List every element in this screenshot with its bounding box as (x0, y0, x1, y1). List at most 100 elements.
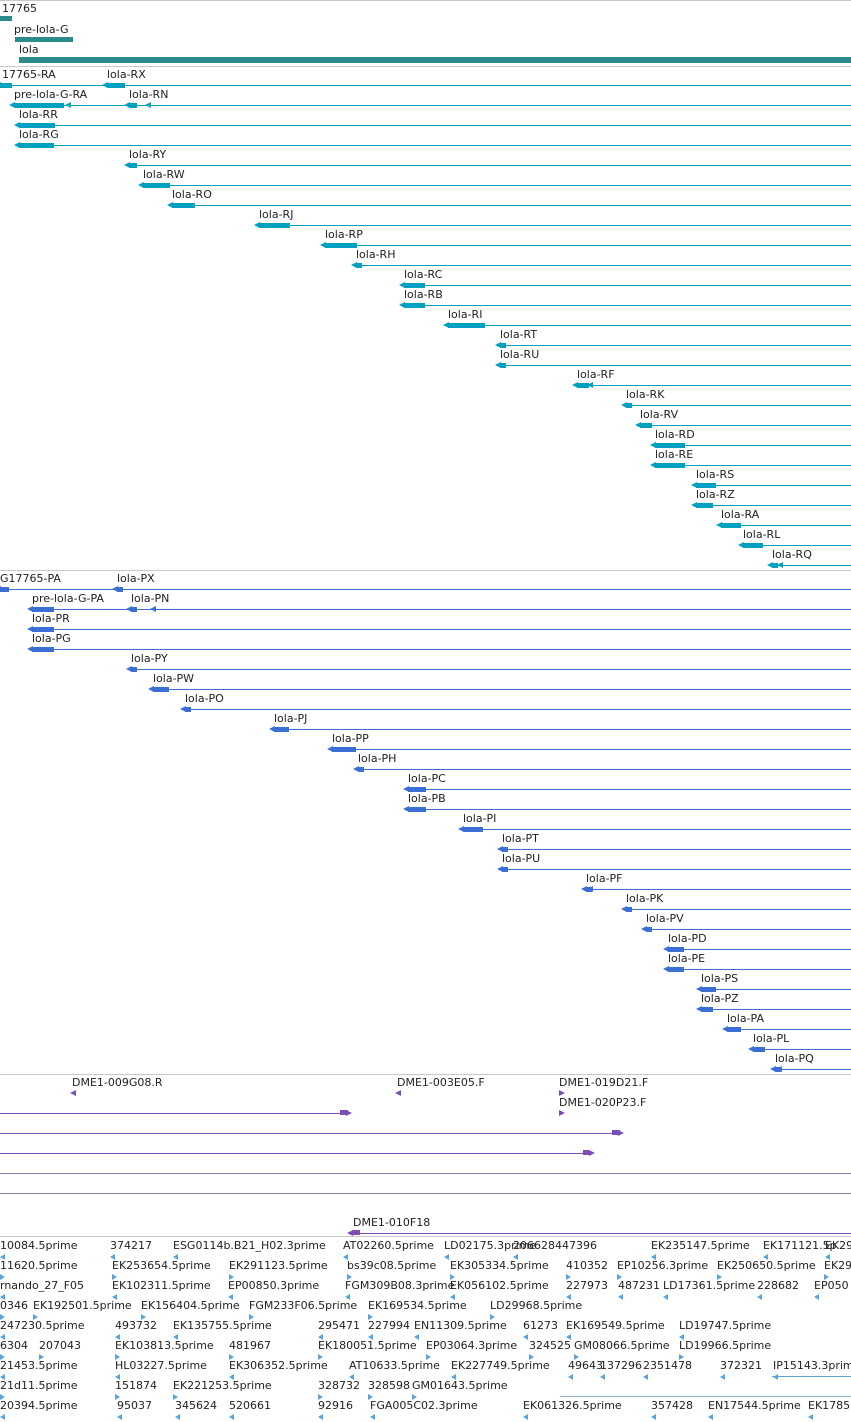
protein-label-lola-pk[interactable]: lola-PK (626, 892, 664, 905)
est-label[interactable]: 372321 (720, 1359, 762, 1372)
clone-label-dme1-010f18[interactable]: DME1-010F18 (353, 1216, 431, 1229)
transcript-exon-17765-ra[interactable] (0, 83, 12, 88)
protein-label-lola-pw[interactable]: lola-PW (153, 672, 195, 685)
transcript-label-lola-rs[interactable]: lola-RS (696, 468, 735, 481)
transcript-exon-lola-rh[interactable] (356, 263, 362, 268)
transcript-label-lola-rx[interactable]: lola-RX (107, 68, 146, 81)
protein-label-lola-pf[interactable]: lola-PF (586, 872, 623, 885)
protein-lola-pv[interactable] (646, 929, 851, 930)
transcript-exon-lola-rk[interactable] (626, 403, 632, 408)
est-label[interactable]: FGA005C02.3prime (370, 1399, 478, 1412)
transcript-lola-ru[interactable] (500, 365, 851, 366)
transcript-exon-lola-ry[interactable] (129, 163, 137, 168)
protein-label-lola-pi[interactable]: lola-PI (463, 812, 497, 825)
protein-exon-lola-pi[interactable] (463, 827, 483, 832)
est-label[interactable]: 487231 (618, 1279, 660, 1292)
protein-label-lola-py[interactable]: lola-PY (131, 652, 168, 665)
est-label[interactable]: 345624 (175, 1399, 217, 1412)
transcript-label-lola-ry[interactable]: lola-RY (129, 148, 167, 161)
est-label[interactable]: 328732 (318, 1379, 360, 1392)
clone-alignment-line[interactable] (0, 1153, 588, 1154)
clone-alignment-line[interactable] (0, 1193, 851, 1194)
protein-exon-lola-pu[interactable] (502, 867, 508, 872)
protein-exon-lola-pr[interactable] (32, 627, 54, 632)
est-label[interactable]: 247230.5prime (0, 1319, 85, 1332)
est-label[interactable]: EK180051.5prime (318, 1339, 417, 1352)
protein-lola-pj[interactable] (274, 729, 851, 730)
est-label[interactable]: LD17361.5prime (663, 1279, 756, 1292)
protein-lola-pe[interactable] (668, 969, 851, 970)
transcript-exon-lola-rp[interactable] (325, 243, 357, 248)
est-label[interactable]: EP00850.3prime (228, 1279, 320, 1292)
protein-label-lola-pc[interactable]: lola-PC (408, 772, 446, 785)
protein-exon-lola-po[interactable] (185, 707, 191, 712)
transcript-exon-lola-rr[interactable] (19, 123, 55, 128)
protein-label-lola-pn[interactable]: lola-PN (131, 592, 170, 605)
protein-exon-lola-px[interactable] (117, 587, 123, 592)
protein-lola-ps[interactable] (701, 989, 851, 990)
protein-label-lola-ps[interactable]: lola-PS (701, 972, 739, 985)
clone-alignment-end[interactable] (340, 1110, 348, 1115)
transcript-lola-rr[interactable] (19, 125, 851, 126)
protein-exon-lola-pg[interactable] (32, 647, 54, 652)
est-alignment-line[interactable] (560, 1396, 851, 1397)
est-label[interactable]: 410352 (566, 1259, 608, 1272)
est-label[interactable]: EN11309.5prime (414, 1319, 507, 1332)
est-label[interactable]: EK227749.5prime (451, 1359, 550, 1372)
protein-lola-pr[interactable] (32, 629, 851, 630)
est-label[interactable]: 61273 (523, 1319, 558, 1332)
est-label[interactable]: 228682 (757, 1279, 799, 1292)
protein-lola-pu[interactable] (502, 869, 851, 870)
transcript-exon-pre-lola-g-ra[interactable] (14, 103, 64, 108)
transcript-label-pre-lola-g-ra[interactable]: pre-lola-G-RA (14, 88, 88, 101)
gene-label-pre-lola-g[interactable]: pre-lola-G (14, 23, 69, 36)
protein-label-lola-pq[interactable]: lola-PQ (775, 1052, 814, 1065)
protein-exon-lola-pv[interactable] (646, 927, 652, 932)
transcript-lola-rk[interactable] (626, 405, 851, 406)
protein-lola-pi[interactable] (463, 829, 851, 830)
est-label[interactable]: 206628447396 (513, 1239, 597, 1252)
est-label[interactable]: EK221253.5prime (173, 1379, 272, 1392)
transcript-lola-rn[interactable] (129, 105, 851, 106)
est-label[interactable]: bs39c08.5prime (347, 1259, 437, 1272)
protein-label-lola-pr[interactable]: lola-PR (32, 612, 70, 625)
gene-lola[interactable] (19, 57, 851, 63)
est-label[interactable]: 207043 (39, 1339, 81, 1352)
protein-label-pre-lola-g-pa[interactable]: pre-lola-G-PA (32, 592, 104, 605)
clone-label-dme1-019d21-f[interactable]: DME1-019D21.F (559, 1076, 649, 1089)
transcript-label-lola-rg[interactable]: lola-RG (19, 128, 59, 141)
est-label[interactable]: EK192501.5prime (33, 1299, 132, 1312)
transcript-exon-lola-rd[interactable] (655, 443, 685, 448)
protein-exon-lola-ph[interactable] (358, 767, 364, 772)
protein-lola-pq[interactable] (775, 1069, 851, 1070)
transcript-exon-lola-ra[interactable] (721, 523, 741, 528)
est-label[interactable]: IP15143.3prime (773, 1359, 851, 1372)
transcript-label-lola-rf[interactable]: lola-RF (577, 368, 615, 381)
protein-exon-lola-pw[interactable] (153, 687, 169, 692)
protein-label-lola-pa[interactable]: lola-PA (727, 1012, 765, 1025)
est-label[interactable]: AT02260.5prime (343, 1239, 434, 1252)
est-label[interactable]: EK235147.5prime (651, 1239, 750, 1252)
transcript-lola-ry[interactable] (129, 165, 851, 166)
est-label[interactable]: 328598 (368, 1379, 410, 1392)
transcript-label-lola-rc[interactable]: lola-RC (404, 268, 443, 281)
est-label[interactable]: EK171121.5p (763, 1239, 837, 1252)
est-label[interactable]: EK169534.5prime (368, 1299, 467, 1312)
est-label[interactable]: GM01643.5prime (412, 1379, 508, 1392)
est-label[interactable]: 520661 (229, 1399, 271, 1412)
clone-alignment-line[interactable] (0, 1133, 618, 1134)
est-label[interactable]: ESG0114b.B21_H02.3prime (173, 1239, 326, 1252)
clone-alignment-end[interactable] (352, 1230, 360, 1235)
transcript-lola-rg[interactable] (19, 145, 851, 146)
est-label[interactable]: EK169549.5prime (566, 1319, 665, 1332)
transcript-exon-lola-rq[interactable] (772, 563, 778, 568)
est-label[interactable]: EK156404.5prime (141, 1299, 240, 1312)
est-label[interactable]: 21453.5prime (0, 1359, 78, 1372)
clone-alignment-line[interactable] (0, 1173, 851, 1174)
transcript-lola-rz[interactable] (696, 505, 851, 506)
transcript-label-lola-ru[interactable]: lola-RU (500, 348, 540, 361)
transcript-exon-lola-rl[interactable] (743, 543, 763, 548)
est-label[interactable]: 0346 (0, 1299, 28, 1312)
transcript-exon-lola-rs[interactable] (696, 483, 716, 488)
transcript-lola-rq[interactable] (772, 565, 851, 566)
